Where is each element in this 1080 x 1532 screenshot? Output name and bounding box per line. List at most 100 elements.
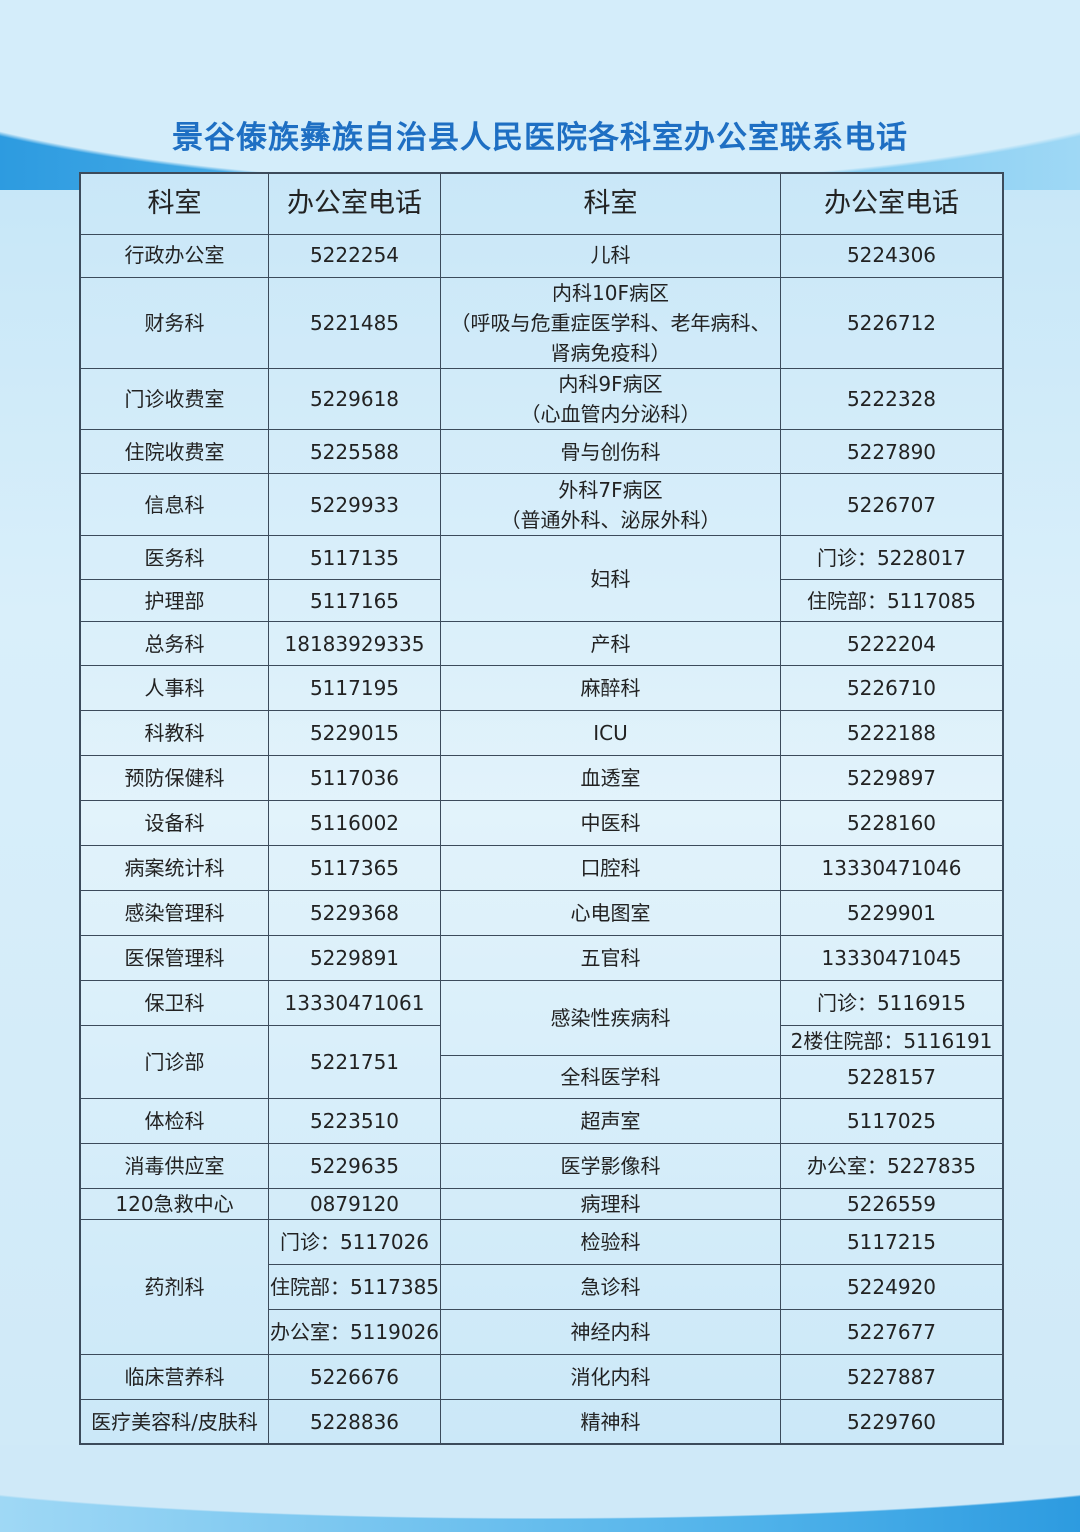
dept-cell: 妇科 [441,536,781,622]
dept-cell: 病案统计科 [81,846,269,891]
phone-cell: 办公室：5227835 [781,1144,1002,1189]
phone-cell: 5229635 [269,1144,441,1189]
contact-table: 科室 办公室电话 科室 办公室电话 行政办公室 5222254 财务科 5221485… [79,172,1004,1445]
dept-cell: 行政办公室 [81,233,269,278]
phone-cell: 5117135 [269,536,441,580]
phone-cell: 18183929335 [269,622,441,666]
phone-cell: 5229891 [269,936,441,981]
phone-cell: 5225588 [269,430,441,474]
phone-cell: 5117025 [781,1099,1002,1144]
phone-cell: 办公室：5119026 [269,1310,441,1355]
dept-cell: 医保管理科 [81,936,269,981]
phone-cell: 5227890 [781,430,1002,474]
phone-cell: 5226707 [781,474,1002,536]
decorative-swoosh-top [0,0,1080,190]
dept-cell: 精神科 [441,1400,781,1443]
phone-cell: 住院部：5117085 [781,580,1002,622]
phone-cell: 5117165 [269,580,441,622]
phone-cell: 住院部：5117385 [269,1265,441,1310]
dept-cell: 120急救中心 [81,1189,269,1220]
dept-cell: 骨与创伤科 [441,430,781,474]
phone-cell: 5227887 [781,1355,1002,1400]
dept-cell: 急诊科 [441,1265,781,1310]
phone-cell: 5229368 [269,891,441,936]
header-dept-left: 科室 [81,174,269,235]
phone-cell: 5228160 [781,801,1002,846]
dept-cell: 总务科 [81,622,269,666]
phone-cell: 5117195 [269,666,441,711]
phone-cell: 门诊：5117026 [269,1220,441,1265]
phone-cell: 门诊：5116915 [781,981,1002,1026]
dept-cell: 外科7F病区 （普通外科、泌尿外科） [441,474,781,536]
dept-cell: 科教科 [81,711,269,756]
dept-cell: 感染性疾病科 [441,981,781,1056]
dept-cell: 全科医学科 [441,1056,781,1099]
phone-cell: 5221485 [269,278,441,369]
phone-cell: 13330471045 [781,936,1002,981]
phone-cell: 5222254 [269,233,441,278]
phone-cell: 5224306 [781,233,1002,278]
dept-cell: 住院收费室 [81,430,269,474]
phone-cell: 5222204 [781,622,1002,666]
dept-cell: 神经内科 [441,1310,781,1355]
phone-cell: 2楼住院部：5116191 [781,1026,1002,1056]
dept-cell: 门诊收费室 [81,369,269,430]
header-dept-right: 科室 [441,174,781,235]
dept-cell: 体检科 [81,1099,269,1144]
dept-cell: 门诊部 [81,1026,269,1099]
header-phone-left: 办公室电话 [269,174,441,235]
phone-cell: 5222328 [781,369,1002,430]
dept-cell: 人事科 [81,666,269,711]
phone-cell: 5117365 [269,846,441,891]
dept-cell: 医疗美容科/皮肤科 [81,1400,269,1443]
page-title: 景谷傣族彝族自治县人民医院各科室办公室联系电话 [172,120,908,156]
dept-cell: 财务科 [81,278,269,369]
phone-cell: 5226710 [781,666,1002,711]
phone-cell: 5229015 [269,711,441,756]
phone-cell: 5117036 [269,756,441,801]
phone-cell: 5226559 [781,1189,1002,1220]
phone-cell: 5117215 [781,1220,1002,1265]
dept-cell: 产科 [441,622,781,666]
dept-cell: 临床营养科 [81,1355,269,1400]
dept-cell: 感染管理科 [81,891,269,936]
dept-cell: 药剂科 [81,1220,269,1355]
phone-cell: 5222188 [781,711,1002,756]
dept-cell: 护理部 [81,580,269,622]
phone-cell: 5224920 [781,1265,1002,1310]
decorative-swoosh-bottom [0,1445,1080,1532]
dept-cell: 病理科 [441,1189,781,1220]
header-phone-right: 办公室电话 [781,174,1002,235]
phone-cell: 5227677 [781,1310,1002,1355]
phone-cell: 5228836 [269,1400,441,1443]
phone-cell: 5229760 [846,1409,937,1434]
phone-cell: 5229933 [269,474,441,536]
phone-cell: 0879120 [269,1189,441,1220]
phone-cell: 5228157 [781,1056,1002,1099]
dept-cell: 设备科 [81,801,269,846]
dept-cell: 内科10F病区 （呼吸与危重症医学科、老年病科、 肾病免疫科） [441,278,781,369]
dept-cell: 口腔科 [441,846,781,891]
dept-cell: 消毒供应室 [81,1144,269,1189]
phone-cell: 5226712 [781,278,1002,369]
phone-cell: 门诊：5228017 [781,536,1002,580]
dept-cell: 麻醉科 [441,666,781,711]
dept-cell: 医学影像科 [441,1144,781,1189]
phone-cell: 5226676 [269,1355,441,1400]
dept-cell: 心电图室 [441,891,781,936]
dept-cell: 信息科 [81,474,269,536]
phone-cell: 5229901 [781,891,1002,936]
phone-cell: 13330471061 [269,981,441,1026]
dept-cell: 儿科 [441,233,781,278]
dept-cell: 预防保健科 [81,756,269,801]
dept-cell: 超声室 [441,1099,781,1144]
phone-cell: 5116002 [269,801,441,846]
dept-cell: 检验科 [441,1220,781,1265]
phone-cell: 13330471046 [781,846,1002,891]
dept-cell: ICU [441,711,781,756]
dept-cell: 医务科 [81,536,269,580]
dept-cell: 消化内科 [441,1355,781,1400]
phone-cell: 5229618 [269,369,441,430]
phone-cell: 5221751 [269,1026,441,1099]
dept-cell: 保卫科 [81,981,269,1026]
